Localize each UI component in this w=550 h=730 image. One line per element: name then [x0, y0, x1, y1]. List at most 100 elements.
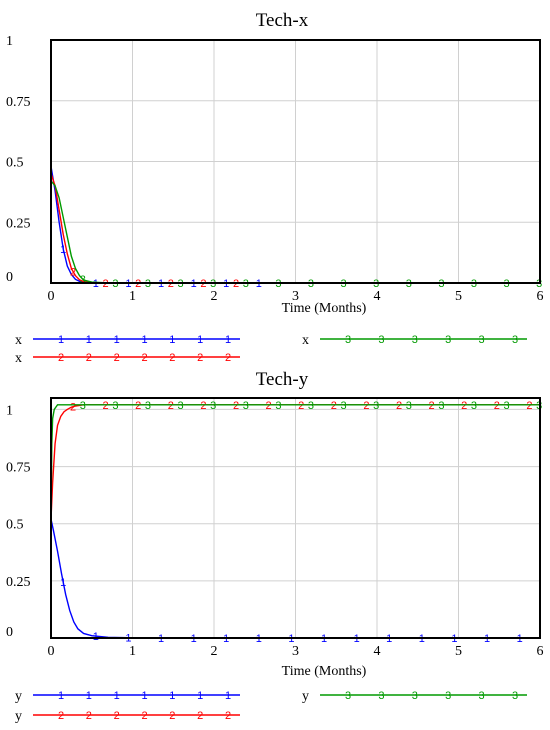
y-tick-label: 0 — [6, 625, 13, 640]
legend-marker: 1 — [141, 334, 147, 346]
series-marker: 2 — [461, 400, 467, 412]
series-marker: 3 — [243, 400, 249, 412]
legend-label: x — [302, 333, 309, 348]
series-marker: 3 — [80, 400, 86, 412]
legend-marker: 2 — [86, 710, 92, 722]
x-tick-label: 0 — [48, 644, 55, 659]
legend-marker: 1 — [225, 334, 231, 346]
series-marker: 3 — [406, 400, 412, 412]
chart-title: Tech-y — [256, 369, 309, 390]
y-tick-label: 0.75 — [6, 95, 31, 110]
x-tick-label: 6 — [537, 289, 544, 304]
series-marker: 3 — [178, 400, 184, 412]
series-marker: 2 — [103, 400, 109, 412]
series-marker: 2 — [494, 400, 500, 412]
series-line-1 — [50, 166, 263, 284]
x-tick-label: 6 — [537, 644, 544, 659]
legend-marker: 3 — [445, 690, 451, 702]
legend-marker: 1 — [169, 690, 175, 702]
legend-marker: 1 — [114, 690, 120, 702]
series-marker: 2 — [70, 266, 76, 278]
legend-marker: 2 — [86, 352, 92, 364]
legend-marker: 1 — [225, 690, 231, 702]
y-tick-label: 0.25 — [6, 216, 31, 231]
legend-marker: 1 — [197, 690, 203, 702]
series-marker: 2 — [135, 400, 141, 412]
legend-marker: 2 — [114, 352, 120, 364]
series-marker: 2 — [200, 400, 206, 412]
y-tick-label: 1 — [6, 34, 13, 49]
x-tick-label: 0 — [48, 289, 55, 304]
legend-marker: 3 — [479, 690, 485, 702]
x-tick-label: 2 — [211, 289, 218, 304]
series-marker: 3 — [308, 400, 314, 412]
legend-marker: 2 — [169, 352, 175, 364]
legend-label: y — [15, 709, 22, 724]
series-marker: 2 — [70, 402, 76, 414]
series-marker: 3 — [471, 400, 477, 412]
series-marker: 2 — [526, 400, 532, 412]
legend-label: x — [15, 333, 22, 348]
x-tick-label: 5 — [455, 644, 462, 659]
series-marker: 2 — [429, 400, 435, 412]
series-marker: 1 — [60, 244, 66, 256]
legend-marker: 1 — [58, 334, 64, 346]
legend-marker: 3 — [378, 334, 384, 346]
legend-marker: 1 — [114, 334, 120, 346]
x-tick-label: 4 — [374, 644, 381, 659]
legend-marker: 1 — [169, 334, 175, 346]
legend-marker: 2 — [197, 710, 203, 722]
legend-label: x — [15, 351, 22, 365]
legend-marker: 1 — [141, 690, 147, 702]
legend-marker: 1 — [197, 334, 203, 346]
series-marker: 2 — [298, 400, 304, 412]
y-tick-label: 0.5 — [6, 156, 24, 171]
y-tick-label: 0.75 — [6, 461, 31, 476]
legend-marker: 2 — [197, 352, 203, 364]
x-tick-label: 2 — [211, 644, 218, 659]
legend-marker: 3 — [512, 334, 518, 346]
legend-label: y — [15, 689, 22, 704]
series-marker: 2 — [233, 400, 239, 412]
y-tick-label: 0.5 — [6, 518, 24, 533]
legend-marker: 3 — [345, 334, 351, 346]
legend-marker: 3 — [412, 334, 418, 346]
legend-marker: 1 — [86, 334, 92, 346]
series-marker: 2 — [363, 400, 369, 412]
legend-marker: 2 — [225, 710, 231, 722]
series-marker: 2 — [331, 400, 337, 412]
legend-marker: 2 — [141, 710, 147, 722]
legend-marker: 2 — [225, 352, 231, 364]
series-marker: 3 — [145, 400, 151, 412]
plot-frame — [50, 397, 541, 639]
series-marker: 3 — [341, 400, 347, 412]
x-axis-label: Time (Months) — [282, 664, 367, 679]
legend-marker: 3 — [345, 690, 351, 702]
legend-marker: 3 — [378, 690, 384, 702]
chart-title: Tech-x — [256, 10, 309, 31]
x-axis-label: Time (Months) — [282, 301, 367, 316]
legend-marker: 1 — [58, 690, 64, 702]
series-marker: 2 — [266, 400, 272, 412]
series-marker: 3 — [373, 400, 379, 412]
legend-marker: 2 — [58, 710, 64, 722]
series-line-2 — [50, 173, 263, 284]
x-tick-label: 3 — [292, 644, 299, 659]
series-marker: 2 — [396, 400, 402, 412]
plot-frame — [50, 39, 541, 284]
legend-marker: 1 — [86, 690, 92, 702]
legend-marker: 2 — [58, 352, 64, 364]
series-line-3 — [50, 404, 540, 520]
series-marker: 2 — [168, 400, 174, 412]
series-marker: 3 — [210, 400, 216, 412]
x-tick-label: 1 — [129, 289, 136, 304]
legend-label: y — [302, 689, 309, 704]
series-marker: 1 — [60, 577, 66, 589]
x-tick-label: 4 — [374, 289, 381, 304]
legend-marker: 3 — [445, 334, 451, 346]
legend-marker: 3 — [412, 690, 418, 702]
tech-x-chart: Tech-x Time (Months) 11 1 1 1 1 122 2 2 2 23 3 3 3 3 3… — [6, 10, 544, 365]
legend-marker: 3 — [512, 690, 518, 702]
legend-marker: 2 — [114, 710, 120, 722]
x-tick-label: 1 — [129, 644, 136, 659]
